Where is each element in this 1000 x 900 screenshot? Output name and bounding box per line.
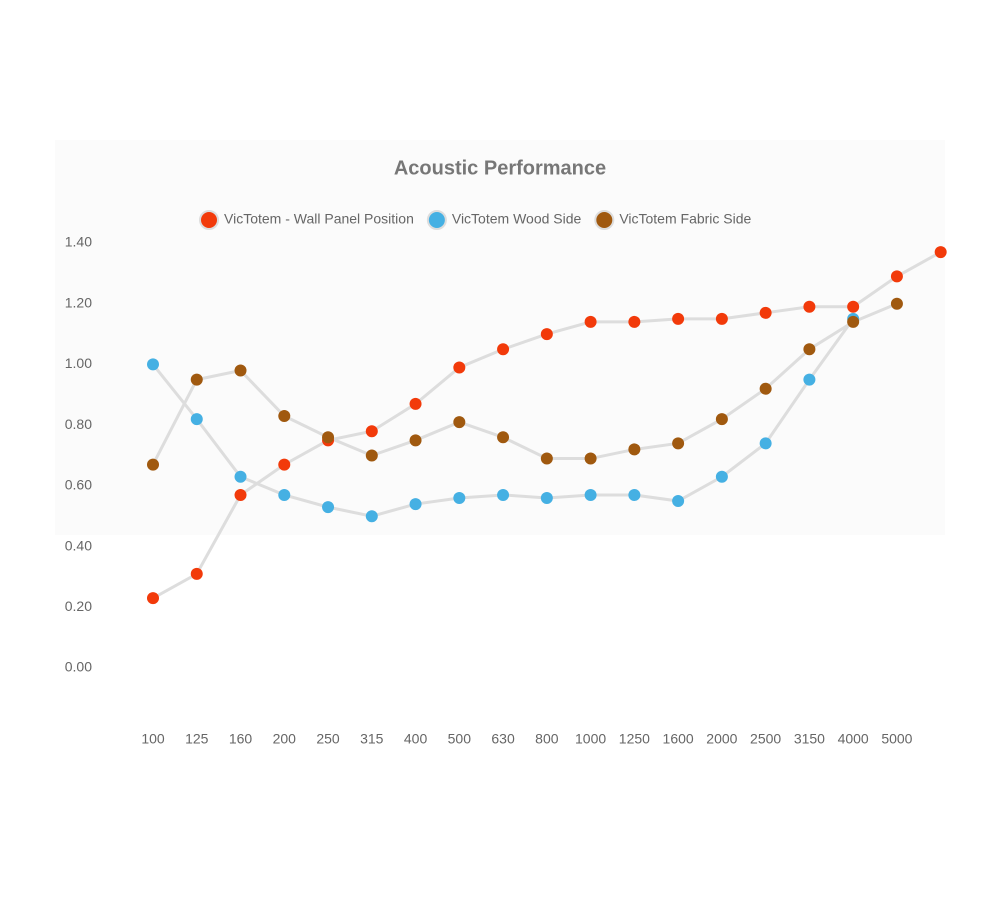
- y-tick-label: 1.40: [65, 234, 92, 250]
- data-point: [672, 437, 685, 450]
- chart-title: Acoustic Performance: [394, 157, 606, 179]
- x-tick-label: 315: [360, 731, 384, 747]
- data-point: [234, 488, 247, 501]
- data-point: [497, 488, 510, 501]
- legend-label[interactable]: VicTotem - Wall Panel Position: [224, 211, 414, 227]
- data-point: [365, 449, 378, 462]
- x-tick-label: 4000: [838, 731, 869, 747]
- x-tick-label: 125: [185, 731, 209, 747]
- data-point: [803, 300, 816, 313]
- data-point: [759, 382, 772, 395]
- data-point: [540, 452, 553, 465]
- x-tick-label: 2000: [706, 731, 737, 747]
- data-point: [190, 413, 203, 426]
- x-tick-label: 5000: [881, 731, 912, 747]
- y-tick-label: 0.60: [65, 477, 92, 493]
- data-point: [890, 270, 903, 283]
- data-point: [322, 501, 335, 514]
- legend-marker: [426, 210, 447, 230]
- x-tick-label: 100: [141, 731, 165, 747]
- legend-label[interactable]: VicTotem Fabric Side: [619, 211, 751, 227]
- data-point: [672, 312, 685, 325]
- y-tick-label: 0.80: [65, 416, 92, 432]
- data-point: [847, 300, 860, 313]
- x-tick-label: 630: [491, 731, 515, 747]
- data-point: [453, 361, 466, 374]
- data-point: [628, 488, 641, 501]
- data-point: [278, 458, 291, 471]
- x-tick-label: 200: [273, 731, 297, 747]
- data-point: [190, 373, 203, 386]
- x-tick-label: 160: [229, 731, 253, 747]
- x-tick-label: 1000: [575, 731, 606, 747]
- y-tick-label: 1.20: [65, 294, 92, 310]
- data-point: [322, 431, 335, 444]
- data-point: [584, 488, 597, 501]
- legend-marker: [199, 210, 219, 230]
- data-point: [759, 437, 772, 450]
- data-point: [628, 315, 641, 328]
- data-point: [847, 315, 860, 328]
- y-tick-label: 0.00: [65, 659, 92, 675]
- data-point: [234, 470, 247, 483]
- data-point: [278, 488, 291, 501]
- data-point: [803, 373, 816, 386]
- data-point: [803, 343, 816, 356]
- x-tick-label: 800: [535, 731, 559, 747]
- data-point: [497, 431, 510, 444]
- data-point: [278, 410, 291, 423]
- data-point: [715, 413, 728, 426]
- data-point: [365, 510, 378, 523]
- data-point: [147, 458, 159, 471]
- plot-background: [55, 140, 945, 535]
- data-point: [453, 416, 466, 429]
- data-point: [409, 498, 422, 511]
- data-point: [453, 492, 466, 504]
- x-tick-label: 3150: [794, 731, 825, 747]
- data-point: [672, 495, 685, 508]
- x-tick-label: 1250: [619, 731, 650, 747]
- x-tick-label: 500: [448, 731, 472, 747]
- data-point: [190, 567, 203, 580]
- data-point: [234, 364, 247, 377]
- x-tick-label: 1600: [663, 731, 694, 747]
- data-point: [540, 328, 553, 341]
- legend-label[interactable]: VicTotem Wood Side: [452, 211, 582, 227]
- data-point: [584, 452, 597, 465]
- data-point: [715, 312, 728, 325]
- x-tick-label: 250: [316, 731, 340, 747]
- x-tick-label: 400: [404, 731, 428, 747]
- data-point: [147, 358, 159, 371]
- data-point: [934, 246, 947, 259]
- data-point: [540, 492, 553, 504]
- data-point: [365, 425, 378, 438]
- y-tick-label: 0.20: [65, 598, 92, 614]
- y-tick-label: 0.40: [65, 537, 92, 553]
- series-line: [151, 302, 898, 466]
- y-tick-label: 1.00: [65, 355, 92, 371]
- data-point: [759, 306, 772, 319]
- data-point: [715, 470, 728, 483]
- data-point: [409, 434, 422, 447]
- data-point: [497, 343, 510, 356]
- legend-marker: [594, 210, 615, 230]
- data-point: [147, 592, 159, 605]
- data-point: [628, 443, 641, 456]
- data-point: [584, 315, 597, 328]
- x-tick-label: 2500: [750, 731, 781, 747]
- data-point: [890, 297, 903, 310]
- legend: VicTotem - Wall Panel Position VicTotem W…: [199, 210, 752, 230]
- data-point: [409, 397, 422, 410]
